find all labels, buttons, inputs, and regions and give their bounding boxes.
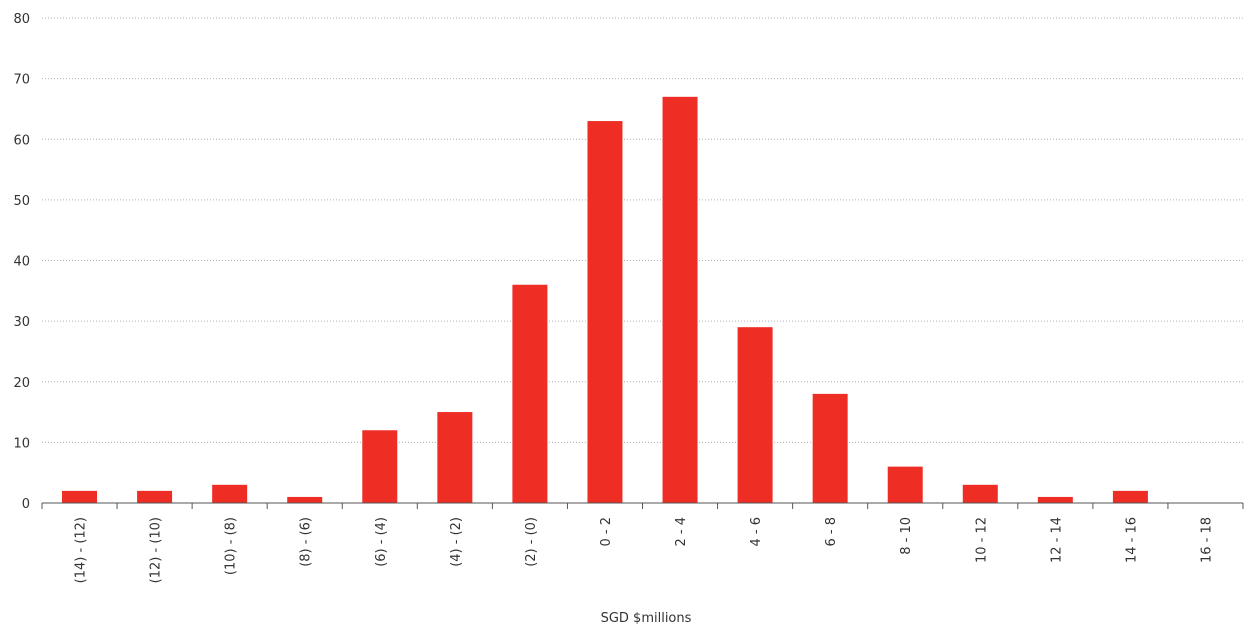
bar xyxy=(512,284,548,503)
y-axis-ticks: 0 10 20 30 40 50 60 70 80 xyxy=(13,12,30,512)
bar xyxy=(212,484,248,503)
y-tick-label: 60 xyxy=(13,133,30,148)
bar xyxy=(1112,490,1148,503)
bar xyxy=(437,412,473,503)
x-axis-label: SGD $millions xyxy=(601,611,692,626)
x-tick-label: 12 - 14 xyxy=(1049,517,1064,563)
bar xyxy=(362,430,398,503)
y-tick-label: 30 xyxy=(13,315,30,330)
y-tick-label: 0 xyxy=(22,497,30,512)
bar xyxy=(287,496,323,503)
y-tick-label: 80 xyxy=(13,12,30,27)
x-tick-label: 2 - 4 xyxy=(674,517,689,547)
x-tick-label: (10) - (8) xyxy=(224,517,239,575)
x-tick-label: (6) - (4) xyxy=(374,517,389,567)
x-axis-ticks: (14) - (12) (12) - (10) (10) - (8) (8) - (6… xyxy=(41,503,1244,583)
y-tick-label: 10 xyxy=(13,436,30,451)
x-tick-label: 4 - 6 xyxy=(749,517,764,547)
x-tick-label: (12) - (10) xyxy=(149,517,164,583)
bar xyxy=(662,96,698,503)
bar xyxy=(737,327,773,503)
x-tick-label: 8 - 10 xyxy=(899,517,914,555)
y-tick-label: 50 xyxy=(13,194,30,209)
x-tick-label: 16 - 18 xyxy=(1199,517,1214,563)
gridlines xyxy=(42,17,1243,443)
x-tick-label: (2) - (0) xyxy=(524,517,539,567)
bar xyxy=(62,490,98,503)
x-tick-label: (14) - (12) xyxy=(74,517,89,583)
y-tick-label: 20 xyxy=(13,376,30,391)
bar xyxy=(137,490,173,503)
x-tick-label: (8) - (6) xyxy=(299,517,314,567)
bar xyxy=(587,121,623,503)
x-tick-label: 6 - 8 xyxy=(824,517,839,547)
bars xyxy=(62,96,1148,503)
x-tick-label: 14 - 16 xyxy=(1124,517,1139,563)
bar xyxy=(887,466,923,503)
y-tick-label: 40 xyxy=(13,255,30,270)
x-tick-label: 10 - 12 xyxy=(974,517,989,563)
bar xyxy=(962,484,998,503)
bar xyxy=(1037,496,1073,503)
x-tick-label: (4) - (2) xyxy=(449,517,464,567)
bar xyxy=(812,393,848,503)
x-tick-label: 0 - 2 xyxy=(599,517,614,547)
y-tick-label: 70 xyxy=(13,73,30,88)
